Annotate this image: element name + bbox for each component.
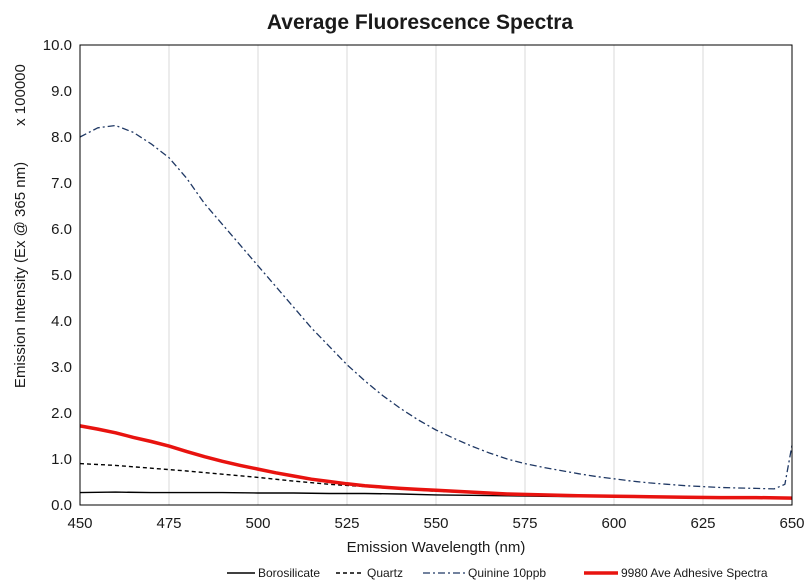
x-tick-labels: 450 475 500 525 550 575 600 625 650 [67,515,804,532]
x-axis-label: Emission Wavelength (nm) [347,539,526,556]
legend-label: 9980 Ave Adhesive Spectra [621,566,768,580]
y-tick-label: 3.0 [51,359,72,376]
x-tick-label: 475 [156,515,181,532]
y-tick-label: 9.0 [51,83,72,100]
y-tick-label: 2.0 [51,405,72,422]
y-tick-label: 8.0 [51,129,72,146]
series-line-3 [79,124,793,490]
y-tick-label: 5.0 [51,267,72,284]
grid-lines [168,45,704,505]
x-tick-label: 500 [245,515,270,532]
legend-label: Quartz [367,566,403,580]
legend-label: Borosilicate [258,566,320,580]
x-tick-label: 525 [334,515,359,532]
x-tick-label: 650 [779,515,804,532]
y-axis-label: Emission Intensity (Ex @ 365 nm) [12,162,29,388]
x-tick-label: 625 [690,515,715,532]
series-group [79,124,793,500]
chart-title: Average Fluorescence Spectra [267,11,574,34]
y-tick-label: 0.0 [51,497,72,514]
x-tick-label: 450 [67,515,92,532]
legend-label: Quinine 10ppb [468,566,546,580]
y-tick-label: 1.0 [51,451,72,468]
y-tick-label: 4.0 [51,313,72,330]
y-tick-label: 10.0 [43,37,72,54]
y-tick-labels: 0.0 1.0 2.0 3.0 4.0 5.0 6.0 7.0 8.0 9.0 10.0 [43,37,72,514]
x-tick-label: 575 [512,515,537,532]
plot-frame [79,44,793,506]
y-tick-label: 6.0 [51,221,72,238]
series-line-4 [79,424,793,500]
y-multiplier-label: x 100000 [12,64,29,126]
legend: Borosilicate Quartz Quinine 10ppb 9980 Ave … [227,566,768,580]
x-tick-label: 550 [423,515,448,532]
y-tick-label: 7.0 [51,175,72,192]
x-tick-label: 600 [601,515,626,532]
